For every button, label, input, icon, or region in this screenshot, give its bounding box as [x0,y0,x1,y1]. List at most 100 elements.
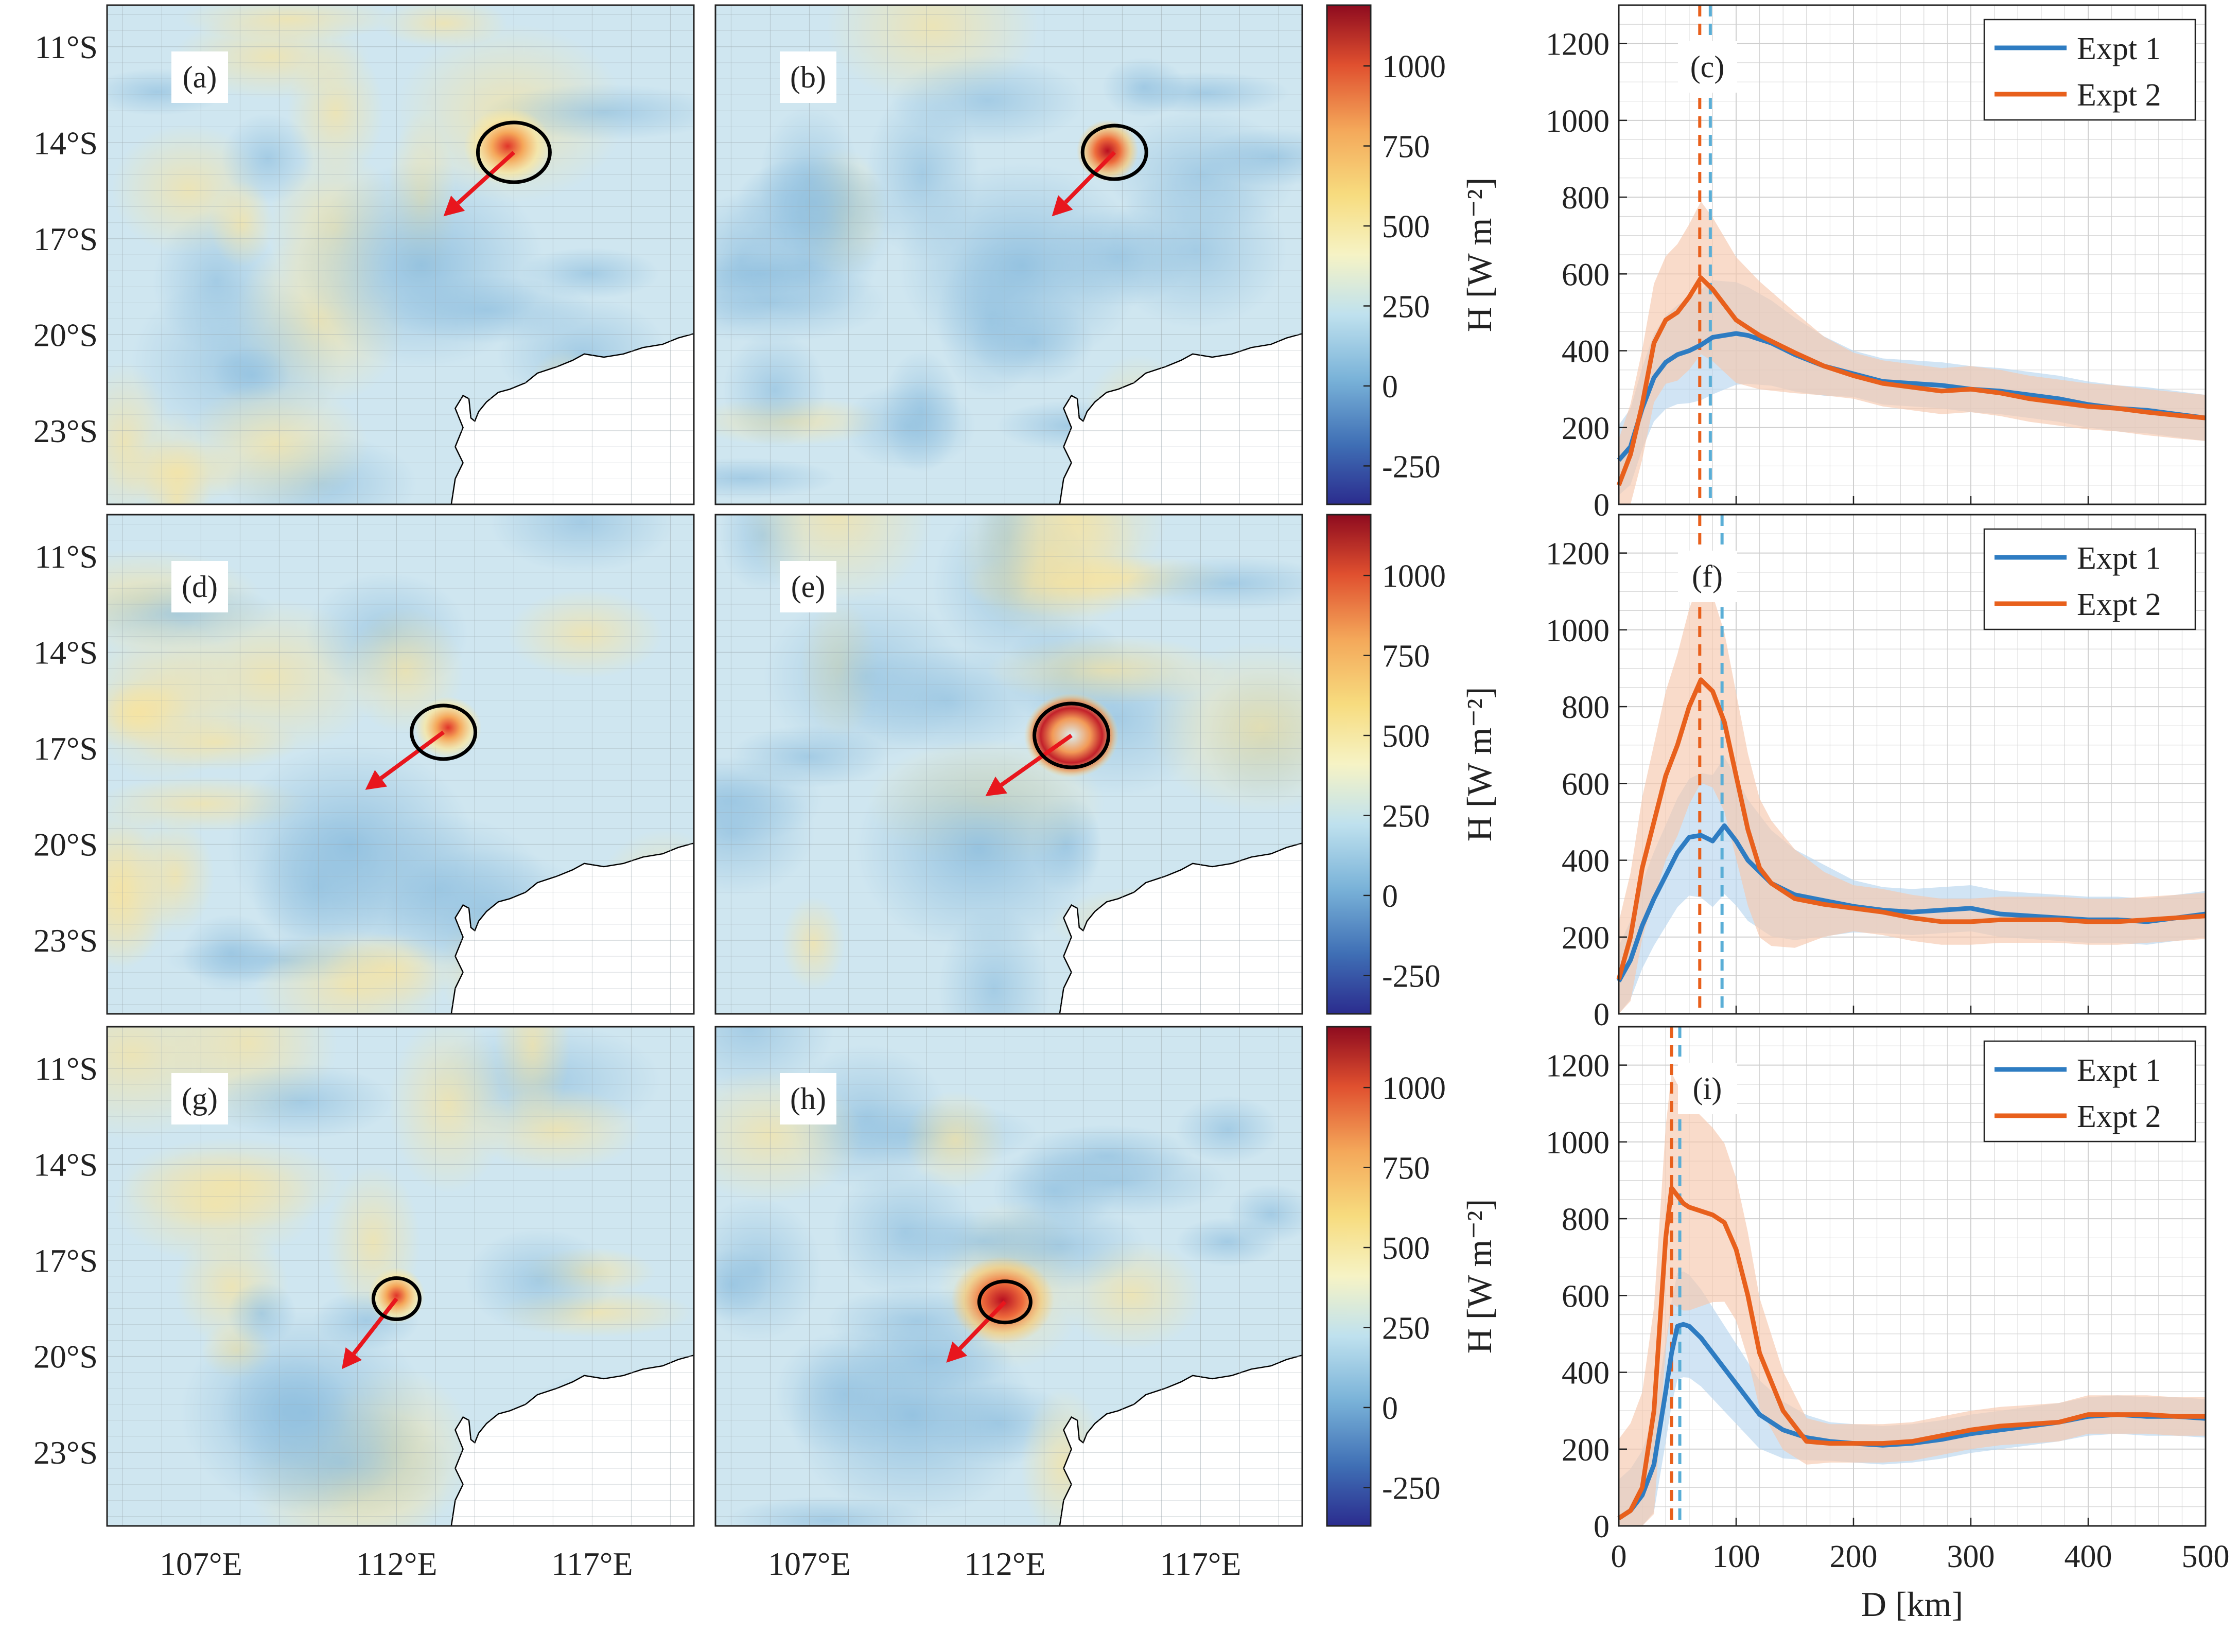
field-patch [715,261,887,343]
field-patch [508,589,663,679]
field-patch [831,1165,979,1298]
map-panel: (g) 11°S 14°S 17°S 20°S 23°S 107°E 112°E 117°E [33,1026,695,1582]
y-tick-label: 1000 [1546,1126,1610,1161]
map-field [715,515,1302,1014]
lon-tick-label: 112°E [964,1545,1045,1582]
track-arrow-shaft [457,151,516,205]
panel-label-box [171,561,228,612]
field-patch [380,5,508,48]
land-mass [451,1353,694,1526]
panel-label-box [1678,1063,1737,1114]
field-patch [209,181,274,267]
land-mass [1059,331,1302,504]
panel-label: (a) [183,60,217,94]
coastline [1059,842,1302,1014]
field-patch [183,381,369,504]
cold-wake [855,746,1103,952]
uncertainty-band [1619,201,2206,504]
colorbar-tick-label: 1000 [1382,49,1446,84]
y-tick-label: 0 [1594,997,1610,1032]
field-patch [107,617,243,783]
series-line [1616,275,2206,486]
field-patch [715,1248,768,1321]
land-mass [1059,841,1302,1014]
colorbar-gradient [1326,514,1372,1015]
y-tick-label: 600 [1562,767,1610,802]
y-axis-label: H [W m⁻²] [1460,687,1499,842]
colorbar: 1000 750 500 250 0 -250 [1326,4,1446,505]
field-patch [489,515,675,573]
panel-label-box [780,561,836,612]
lon-tick-label: 107°E [768,1545,851,1582]
lat-tick-label: 17°S [33,730,98,767]
track-arrow-shaft [352,1297,398,1355]
legend-label: Expt 2 [2077,78,2161,113]
map-panel: (a) 11°S 14°S 17°S 20°S 23°S [33,4,695,505]
legend-label: Expt 2 [2077,587,2161,622]
panel-label: (c) [1690,50,1725,84]
colorbar: 1000 750 500 250 0 -250 [1326,1026,1446,1527]
legend-label: Expt 2 [2077,1099,2161,1134]
field-patch [1101,57,1186,118]
panel-label-box [171,1073,228,1124]
legend: Expt 1 Expt 2 [1983,19,2196,121]
panel-label: (h) [790,1082,826,1116]
map-field [715,1027,1302,1526]
y-tick-label: 200 [1562,921,1610,956]
y-tick-label: 0 [1594,1509,1610,1544]
map-field [107,515,694,1014]
storm-core-circle [1033,701,1111,769]
y-tick-label: 400 [1562,844,1610,879]
series-line [1617,1185,2206,1520]
field-patch [957,515,1143,637]
series-line [1616,677,2206,980]
y-tick-label: 800 [1562,1202,1610,1237]
field-patch [715,768,815,897]
cold-wake [789,1312,1036,1518]
panel-label: (d) [182,570,218,604]
panel-label: (b) [790,60,826,94]
storm-core-circle [371,1276,422,1322]
map-panel: (d) 11°S 14°S 17°S 20°S 23°S [33,514,695,1015]
legend-box [1983,1040,2196,1143]
plot-frame [1618,514,2207,1015]
y-tick-label: 800 [1562,181,1610,216]
y-tick-label: 0 [1594,488,1610,523]
y-tick-label: 1200 [1546,537,1610,572]
lat-tick-label: 11°S [34,538,98,575]
colorbar-tick-label: 500 [1382,209,1430,244]
lat-tick-label: 23°S [33,413,98,449]
panel-label-box [171,51,228,103]
legend: Expt 1 Expt 2 [1983,528,2196,630]
colorbar-tick-label: -250 [1382,1471,1441,1506]
field-patch [1018,1124,1194,1188]
y-tick-label: 600 [1562,1279,1610,1314]
panel-label: (g) [182,1082,218,1116]
uncertainty-band [1619,1073,2206,1526]
lat-tick-label: 11°S [34,29,98,65]
field-patch [781,896,845,991]
storm-core-circle [1080,124,1148,181]
field-patch [465,1228,613,1333]
map-panel: (e) [714,514,1303,1015]
track-arrow-head [342,1347,362,1369]
storm-core-circle [476,120,552,184]
track-arrow-shaft [379,730,445,780]
legend: Expt 1 Expt 2 [1983,1040,2196,1143]
colorbar-tick-label: 500 [1382,1231,1430,1266]
legend-label: Expt 1 [2077,1053,2161,1088]
colorbar-tick-label: 250 [1382,1311,1430,1346]
lon-tick-label: 117°E [1160,1545,1241,1582]
cold-wake [298,163,545,369]
field-patch [1175,1096,1280,1164]
field-patch [1126,556,1302,610]
colorbar-gradient [1326,4,1372,505]
lat-tick-label: 23°S [33,1434,98,1471]
colorbar-tick-label: 250 [1382,289,1430,324]
field-patch [1149,642,1302,814]
field-patch [208,1064,394,1140]
y-tick-label: 400 [1562,335,1610,370]
panel-label: (e) [791,570,826,604]
lon-tick-label: 117°E [551,1545,633,1582]
track-arrow-head [985,776,1007,797]
